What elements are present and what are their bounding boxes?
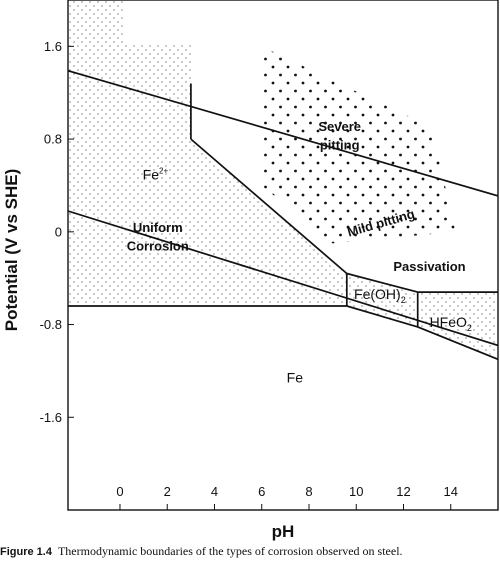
y-tick-label: 0 — [55, 224, 62, 239]
label-corrosion: Corrosion — [127, 238, 189, 253]
hfeo2-lower — [417, 326, 498, 361]
hfeo2-region — [417, 292, 498, 360]
plot-frame — [67, 0, 499, 511]
pitting-region — [261, 46, 456, 244]
x-tick-label: 6 — [258, 484, 265, 499]
oxygen-line — [68, 69, 498, 197]
feoh2-lower — [346, 305, 418, 328]
x-tick-label: 2 — [164, 484, 171, 499]
x-tick-label: 4 — [211, 484, 218, 499]
x-axis-title: pH — [272, 522, 295, 541]
figure-number: Figure 1.4 — [0, 546, 52, 558]
fe2-region — [68, 0, 347, 306]
label-fe: Fe — [287, 370, 304, 386]
label-feoh2: Fe(OH)2 — [354, 286, 406, 305]
y-tick-label: 0.8 — [44, 132, 62, 147]
hydrogen-line — [68, 210, 498, 347]
x-tick-label: 8 — [305, 484, 312, 499]
y-tick-label: 1.6 — [44, 39, 62, 54]
y-tick-label: -0.8 — [40, 317, 62, 332]
feoh2-upper — [346, 272, 418, 293]
y-tick-label: -1.6 — [40, 410, 62, 425]
label-passivation: Passivation — [393, 259, 465, 274]
boundary-lines-layer — [68, 69, 498, 361]
figure-caption: Figure 1.4 Thermodynamic boundaries of th… — [0, 544, 500, 559]
label-hfeo2: HFeO2 — [430, 314, 472, 333]
label-pitting: pitting — [320, 138, 360, 153]
label-uniform: Uniform — [133, 220, 183, 235]
regions-layer — [68, 0, 498, 360]
fe2-feooh-boundary — [190, 138, 348, 275]
caption-text: Thermodynamic boundaries of the types of… — [57, 544, 403, 558]
x-tick-label: 12 — [396, 484, 410, 499]
feoh2-region — [346, 273, 418, 327]
ticks-layer: 0 2 4 6 8 10 12 14 1.6 0.8 0 -0.8 -1.6 — [40, 39, 458, 510]
x-tick-label: 0 — [116, 484, 123, 499]
x-tick-label: 14 — [444, 484, 458, 499]
label-fe2: Fe2+ — [143, 167, 169, 183]
label-severe: Severe — [318, 119, 361, 134]
y-axis-title: Potential (V vs SHE) — [2, 169, 21, 331]
x-tick-label: 10 — [349, 484, 363, 499]
